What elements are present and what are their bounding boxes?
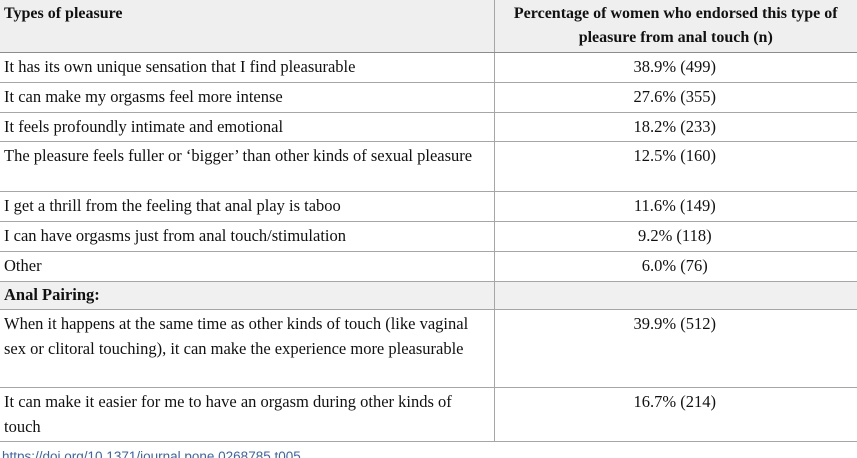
pleasure-type-cell: The pleasure feels fuller or ‘bigger’ th… bbox=[0, 141, 495, 193]
pleasure-type-cell: When it happens at the same time as othe… bbox=[0, 308, 495, 388]
column-header-percentage: Percentage of women who endorsed this ty… bbox=[493, 0, 857, 53]
table-row: Other 6.0% (76) bbox=[0, 251, 857, 282]
percentage-cell: 27.6% (355) bbox=[493, 81, 857, 113]
doi-link[interactable]: https://doi.org/10.1371/journal.pone.026… bbox=[2, 449, 301, 458]
percentage-cell: 38.9% (499) bbox=[493, 52, 857, 83]
table-row: I get a thrill from the feeling that ana… bbox=[0, 191, 857, 223]
table-section-row-anal-pairing: Anal Pairing: bbox=[0, 281, 857, 310]
table-row: It can make it easier for me to have an … bbox=[0, 386, 857, 443]
pleasure-type-cell: It can make my orgasms feel more intense bbox=[0, 81, 495, 113]
pleasure-type-cell: It has its own unique sensation that I f… bbox=[0, 52, 495, 83]
table-row: It can make my orgasms feel more intense… bbox=[0, 81, 857, 113]
pleasure-type-cell: It can make it easier for me to have an … bbox=[0, 386, 495, 443]
section-label-cell: Anal Pairing: bbox=[0, 281, 495, 310]
pleasure-type-cell: I get a thrill from the feeling that ana… bbox=[0, 191, 495, 223]
pleasure-type-cell: Other bbox=[0, 251, 495, 282]
percentage-cell: 39.9% (512) bbox=[493, 308, 857, 388]
percentage-cell: 18.2% (233) bbox=[493, 111, 857, 143]
table-row: I can have orgasms just from anal touch/… bbox=[0, 221, 857, 253]
column-header-types-of-pleasure: Types of pleasure bbox=[0, 0, 495, 53]
pleasure-type-cell: It feels profoundly intimate and emotion… bbox=[0, 111, 495, 143]
percentage-cell: 6.0% (76) bbox=[493, 251, 857, 282]
table-row: It feels profoundly intimate and emotion… bbox=[0, 111, 857, 143]
table-footer: https://doi.org/10.1371/journal.pone.026… bbox=[2, 449, 857, 458]
percentage-cell: 12.5% (160) bbox=[493, 141, 857, 193]
percentage-cell bbox=[493, 281, 857, 310]
percentage-cell: 11.6% (149) bbox=[493, 191, 857, 223]
percentage-cell: 16.7% (214) bbox=[493, 386, 857, 443]
table-row: The pleasure feels fuller or ‘bigger’ th… bbox=[0, 141, 857, 193]
pleasure-types-table: Types of pleasure Percentage of women wh… bbox=[0, 0, 857, 443]
table-header-row: Types of pleasure Percentage of women wh… bbox=[0, 0, 857, 53]
pleasure-type-cell: I can have orgasms just from anal touch/… bbox=[0, 221, 495, 253]
percentage-cell: 9.2% (118) bbox=[493, 221, 857, 253]
table-row: When it happens at the same time as othe… bbox=[0, 308, 857, 388]
table-row: It has its own unique sensation that I f… bbox=[0, 52, 857, 83]
